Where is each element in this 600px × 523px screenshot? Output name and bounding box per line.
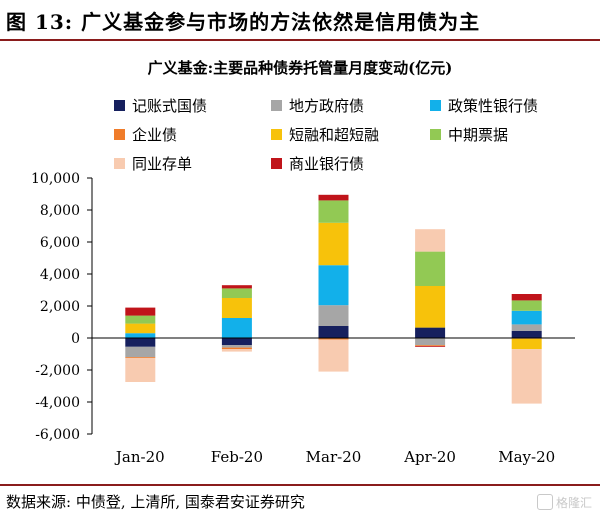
bar-apr-20 xyxy=(415,286,446,328)
legend-swatch xyxy=(114,100,125,111)
watermark-text: 格隆汇 xyxy=(555,496,592,510)
bar-jan-20 xyxy=(125,358,156,382)
bar-may-20 xyxy=(511,294,542,301)
y-tick-label: -4,000 xyxy=(35,395,80,411)
bar-jan-20 xyxy=(125,307,156,316)
legend-swatch xyxy=(114,129,125,140)
watermark-logo: 格隆汇 xyxy=(536,494,592,511)
legend-label: 记账式国债 xyxy=(132,97,207,115)
bar-mar-20 xyxy=(318,200,349,223)
y-tick-label: 10,000 xyxy=(31,171,80,187)
bar-feb-20 xyxy=(221,338,252,346)
y-tick-label: -6,000 xyxy=(35,427,80,443)
watermark-icon xyxy=(536,494,553,510)
chart-title: 广义基金:主要品种债券托管量月度变动(亿元) xyxy=(148,59,453,77)
bar-may-20 xyxy=(511,349,542,404)
x-axis: Jan-20 Feb-20 Mar-20 Apr-20 May-20 xyxy=(92,337,575,466)
bar-may-20 xyxy=(511,324,542,331)
bar-feb-20 xyxy=(221,345,252,348)
source-note: 数据来源: 中债登, 上清所, 国泰君安证券研究 xyxy=(6,493,305,511)
bar-apr-20 xyxy=(415,338,446,346)
legend-label: 同业存单 xyxy=(132,155,192,173)
y-tick-label: -2,000 xyxy=(35,363,80,379)
bar-apr-20 xyxy=(415,251,446,286)
legend-label: 企业债 xyxy=(132,126,177,144)
bar-jan-20 xyxy=(125,346,156,358)
y-tick-label: 6,000 xyxy=(40,235,80,251)
legend-label: 中期票据 xyxy=(448,126,508,144)
y-tick-label: 4,000 xyxy=(40,267,80,283)
bar-mar-20 xyxy=(318,338,349,340)
figure-title: 图 13: 广义基金参与市场的方法依然是信用债为主 xyxy=(6,10,481,34)
legend-swatch xyxy=(271,100,282,111)
bar-jan-20 xyxy=(125,338,156,347)
legend-swatch xyxy=(430,100,441,111)
legend-label: 短融和超短融 xyxy=(289,126,379,144)
legend-swatch xyxy=(430,129,441,140)
bar-mar-20 xyxy=(318,265,349,306)
bar-may-20 xyxy=(511,300,542,311)
bar-feb-20 xyxy=(221,318,252,338)
y-tick-label: 0 xyxy=(71,331,80,347)
legend-label: 商业银行债 xyxy=(289,155,364,173)
bar-apr-20 xyxy=(415,327,446,338)
legend-swatch xyxy=(271,129,282,140)
bar-feb-20 xyxy=(221,298,252,318)
bar-feb-20 xyxy=(221,347,252,350)
x-tick-label: Apr-20 xyxy=(403,448,456,466)
y-tick-label: 2,000 xyxy=(40,299,80,315)
y-axis: 10,000 8,000 6,000 4,000 2,000 0 -2,000 -4,000 -… xyxy=(31,171,93,443)
x-tick-label: Jan-20 xyxy=(114,448,165,466)
bars xyxy=(125,194,542,404)
bar-jan-20 xyxy=(125,315,156,324)
header-divider xyxy=(0,39,600,41)
legend-swatch xyxy=(271,158,282,169)
footer-divider xyxy=(0,484,600,486)
legend-label: 地方政府债 xyxy=(289,97,364,115)
legend-swatch xyxy=(114,158,125,169)
bar-mar-20 xyxy=(318,222,349,266)
bar-apr-20 xyxy=(415,345,446,346)
bar-jan-20 xyxy=(125,323,156,334)
bar-apr-20 xyxy=(415,346,446,347)
figure-header: 图 13: 广义基金参与市场的方法依然是信用债为主 xyxy=(0,0,600,38)
bar-mar-20 xyxy=(318,305,349,326)
bar-feb-20 xyxy=(221,288,252,298)
y-tick-label: 8,000 xyxy=(40,203,80,219)
bar-jan-20 xyxy=(125,357,156,358)
bar-jan-20 xyxy=(125,333,156,338)
x-tick-label: May-20 xyxy=(498,448,555,466)
bar-may-20 xyxy=(511,338,542,350)
bar-feb-20 xyxy=(221,349,252,352)
bar-mar-20 xyxy=(318,339,349,372)
x-tick-label: Feb-20 xyxy=(211,448,263,466)
x-tick-label: Mar-20 xyxy=(306,448,362,466)
bar-apr-20 xyxy=(415,229,446,252)
bar-mar-20 xyxy=(318,194,349,201)
bar-may-20 xyxy=(511,310,542,325)
legend-label: 政策性银行债 xyxy=(448,97,538,115)
bar-feb-20 xyxy=(221,285,252,289)
chart: 广义基金:主要品种债券托管量月度变动(亿元) 记账式国债 地方政府债 政策性银行债企… xyxy=(31,59,575,466)
bar-may-20 xyxy=(511,330,542,338)
bar-mar-20 xyxy=(318,326,349,338)
